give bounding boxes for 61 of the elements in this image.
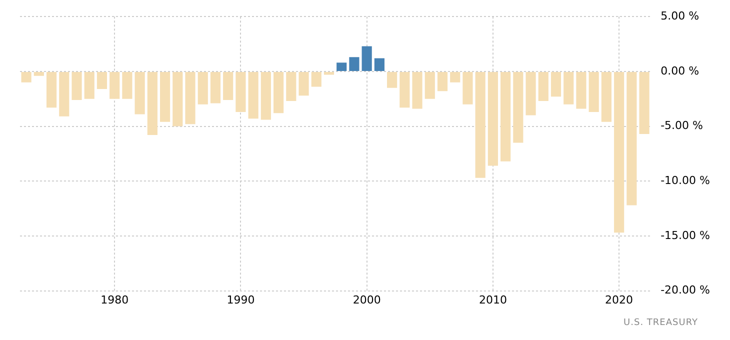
bar	[614, 72, 624, 233]
bar	[286, 72, 296, 102]
bar	[513, 72, 524, 143]
bar	[260, 72, 271, 120]
x-tick-label: 1980	[100, 293, 129, 306]
bar	[160, 72, 170, 122]
x-tick-label: 2010	[478, 293, 507, 306]
bar	[72, 72, 82, 100]
bar	[172, 72, 183, 126]
bar	[46, 72, 57, 108]
bar	[134, 72, 145, 114]
bar	[84, 72, 94, 99]
bar	[538, 72, 548, 102]
bar	[626, 72, 637, 206]
bar	[349, 57, 360, 71]
bar	[412, 72, 422, 109]
x-tick-label: 1990	[226, 293, 255, 306]
bar	[374, 58, 384, 71]
bar	[110, 72, 120, 99]
bar	[34, 72, 44, 76]
bar	[336, 62, 347, 71]
bar	[526, 72, 536, 116]
bar	[311, 72, 322, 87]
bar	[564, 72, 574, 104]
bar	[248, 72, 258, 119]
bar	[639, 72, 650, 134]
bar	[21, 72, 32, 82]
bar	[424, 72, 435, 99]
bar	[210, 72, 221, 104]
bar	[400, 72, 410, 108]
bar	[96, 72, 108, 89]
bar	[298, 72, 309, 96]
bar	[500, 72, 511, 162]
bar	[274, 72, 284, 114]
bar	[601, 72, 612, 122]
y-tick-label: -15.00 %	[660, 228, 710, 242]
bar	[462, 72, 473, 104]
bar	[437, 72, 448, 92]
bar	[550, 72, 562, 97]
bar	[147, 72, 158, 136]
bar	[122, 72, 132, 99]
y-tick-label: -10.00 %	[660, 174, 710, 187]
bar	[588, 72, 599, 112]
bar	[223, 72, 234, 100]
bar	[450, 72, 460, 82]
y-tick-label: -20.00 %	[660, 284, 710, 297]
bar	[236, 72, 246, 112]
text: U.S. TREASURY	[624, 318, 698, 328]
bar	[185, 72, 196, 124]
bar	[362, 46, 372, 71]
bar	[59, 72, 70, 116]
bar	[387, 72, 398, 88]
x-tick-label: 2020	[605, 293, 634, 306]
y-tick-label: -5.00 %	[660, 119, 704, 132]
x-tick-label: 2000	[352, 293, 381, 306]
y-tick-label: 5.00 %	[660, 9, 700, 22]
bar	[198, 72, 208, 104]
y-tick-label: 0.00 %	[660, 64, 700, 78]
bar	[576, 72, 586, 109]
bar	[475, 72, 486, 178]
bar	[488, 72, 498, 166]
